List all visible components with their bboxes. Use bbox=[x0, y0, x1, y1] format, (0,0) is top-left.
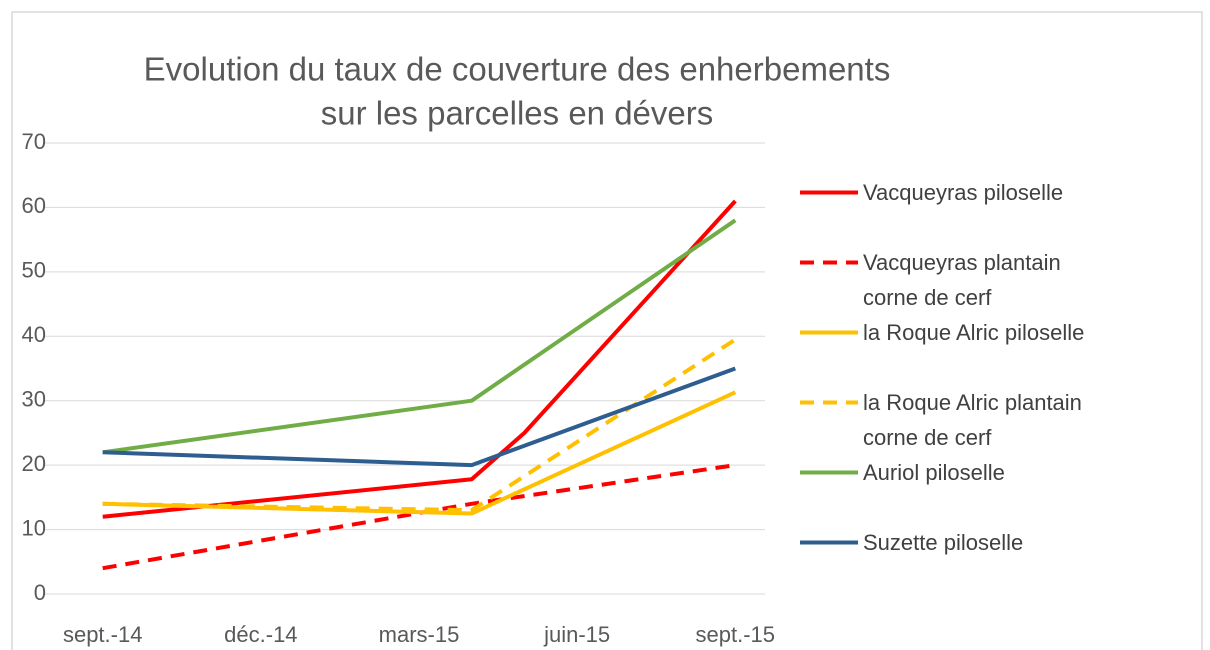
y-tick-label: 30 bbox=[22, 387, 46, 412]
x-tick-label: juin-15 bbox=[543, 622, 610, 647]
series-line bbox=[102, 199, 737, 519]
y-tick-label: 50 bbox=[22, 258, 46, 283]
legend-swatch bbox=[800, 190, 858, 195]
x-tick-label: sept.-14 bbox=[63, 622, 143, 647]
series-line bbox=[102, 366, 736, 468]
legend-label: Vacqueyras piloselle bbox=[863, 180, 1064, 205]
legend-swatch bbox=[800, 540, 858, 545]
y-tick-label: 10 bbox=[22, 515, 46, 540]
legend-item: la Roque Alric piloselle bbox=[800, 315, 1110, 385]
legend-item: la Roque Alric plantain corne de cerf bbox=[800, 385, 1110, 455]
x-tick-label: déc.-14 bbox=[224, 622, 297, 647]
legend-item: Auriol piloselle bbox=[800, 455, 1110, 525]
y-tick-label: 70 bbox=[22, 129, 46, 154]
chart-subtitle: sur les parcelles en dévers bbox=[321, 95, 714, 132]
y-tick-label: 0 bbox=[34, 580, 46, 605]
y-tick-label: 40 bbox=[22, 322, 46, 347]
legend-label: la Roque Alric plantain corne de cerf bbox=[863, 390, 1082, 450]
legend-label: Auriol piloselle bbox=[863, 460, 1005, 485]
legend-swatch bbox=[800, 400, 858, 405]
legend-label: Suzette piloselle bbox=[863, 530, 1024, 555]
x-tick-label: mars-15 bbox=[379, 622, 460, 647]
legend-swatch bbox=[800, 260, 858, 265]
legend-label: la Roque Alric piloselle bbox=[863, 320, 1085, 345]
legend: Vacqueyras piloselle Vacqueyras plantain … bbox=[800, 175, 1110, 595]
legend-item: Vacqueyras piloselle bbox=[800, 175, 1110, 245]
series-line bbox=[102, 390, 737, 516]
legend-item: Vacqueyras plantain corne de cerf bbox=[800, 245, 1110, 315]
y-tick-label: 60 bbox=[22, 193, 46, 218]
y-tick-label: 20 bbox=[22, 451, 46, 476]
chart-border bbox=[11, 11, 1203, 650]
legend-item: Suzette piloselle bbox=[800, 525, 1110, 595]
series-line bbox=[102, 218, 737, 455]
chart-title: Evolution du taux de couverture des enhe… bbox=[144, 51, 891, 88]
legend-swatch bbox=[800, 470, 858, 475]
legend-swatch bbox=[800, 330, 858, 335]
series-line bbox=[102, 463, 736, 571]
legend-label: Vacqueyras plantain corne de cerf bbox=[863, 250, 1061, 310]
x-tick-label: sept.-15 bbox=[696, 622, 776, 647]
series-line bbox=[102, 337, 737, 513]
